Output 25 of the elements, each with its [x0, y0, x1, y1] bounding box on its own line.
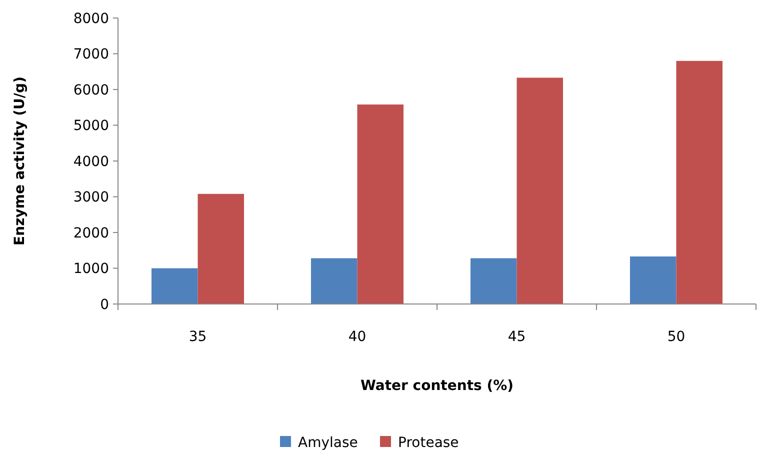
x-tick-label: 35: [188, 329, 207, 345]
legend-label: Amylase: [298, 435, 358, 451]
y-tick-label: 1000: [73, 261, 109, 278]
y-tick-label: 6000: [73, 82, 109, 98]
bar: [470, 258, 517, 304]
y-tick-label: 2000: [73, 225, 109, 242]
x-tick-label: 45: [508, 329, 526, 345]
y-tick-label: 7000: [73, 46, 109, 63]
y-axis-title: Enzyme activity (U/g): [12, 76, 28, 246]
bar: [630, 256, 676, 304]
x-axis-title: Water contents (%): [360, 378, 514, 394]
y-tick-label: 3000: [73, 190, 109, 206]
bar: [516, 78, 564, 304]
bar: [357, 104, 404, 304]
bar: [676, 60, 723, 304]
y-tick-label: 4000: [73, 154, 109, 170]
legend-label: Protease: [398, 435, 459, 451]
x-tick-label: 40: [348, 329, 366, 345]
y-tick-label: 5000: [73, 118, 109, 134]
y-tick-label: 8000: [73, 10, 109, 27]
bar: [198, 194, 244, 304]
y-tick-label: 0: [100, 296, 109, 313]
bar: [151, 268, 198, 304]
bar: [310, 258, 358, 304]
x-tick-label: 50: [667, 329, 686, 345]
